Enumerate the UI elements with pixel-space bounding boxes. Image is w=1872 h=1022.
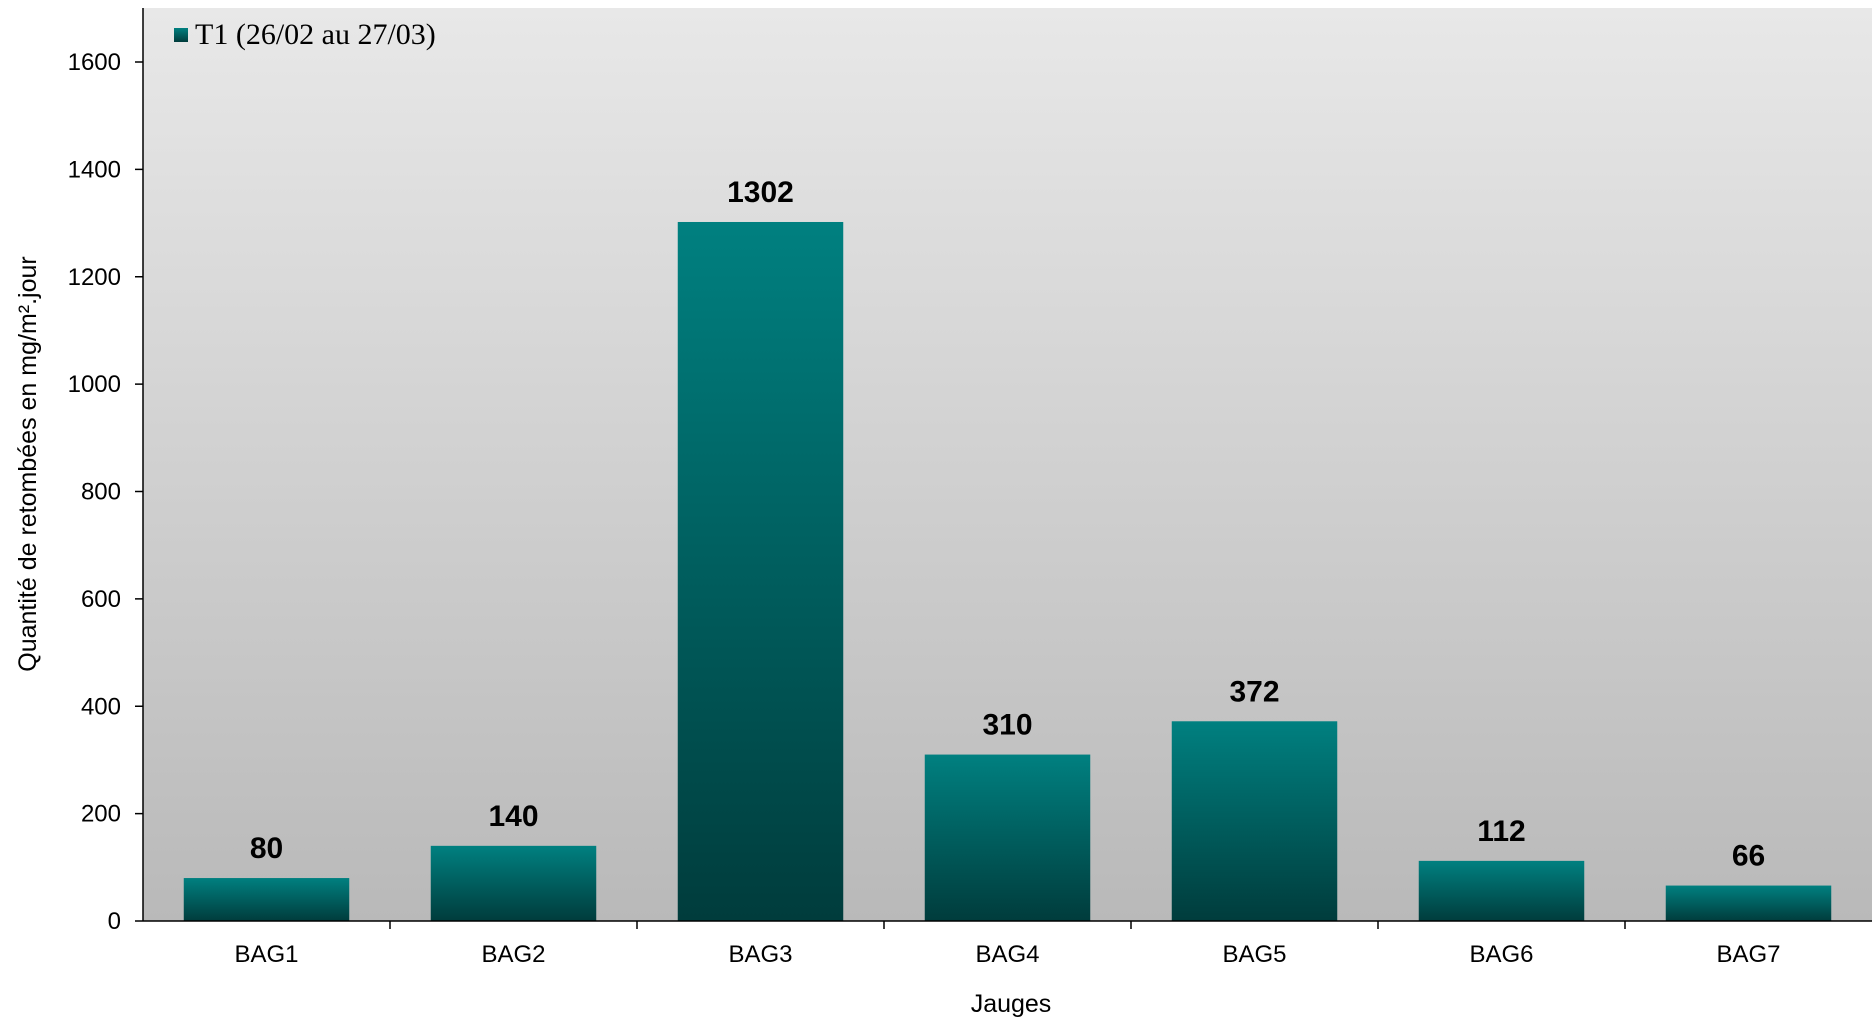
bar-bag2: [430, 845, 597, 921]
data-label-bag3: 1302: [727, 176, 794, 209]
data-label-bag4: 310: [982, 709, 1032, 742]
category-label-bag3: BAG3: [728, 941, 792, 968]
bar-bag1: [183, 878, 350, 921]
x-axis-ticks: [389, 921, 1626, 929]
y-tick-label: 1600: [68, 49, 121, 76]
data-labels: 80 140 1302 310 372 112 66: [250, 176, 1765, 873]
data-label-bag7: 66: [1732, 840, 1765, 873]
y-tick-label: 400: [81, 693, 121, 720]
y-tick-label: 1000: [68, 371, 121, 398]
data-label-bag2: 140: [488, 800, 538, 833]
data-label-bag5: 372: [1229, 675, 1279, 708]
bar-series: [183, 221, 1832, 921]
legend-label: T1 (26/02 au 27/03): [195, 18, 436, 51]
bar-bag7: [1665, 885, 1832, 921]
legend-swatch: [174, 28, 188, 42]
category-label-bag5: BAG5: [1222, 941, 1286, 968]
y-axis-ticks: 0 200 400 600 800 1000 1200 1400 1600: [68, 49, 143, 935]
category-label-bag2: BAG2: [481, 941, 545, 968]
y-axis-title: Quantité de retombées en mg/m².jour: [14, 256, 42, 671]
category-labels: BAG1 BAG2 BAG3 BAG4 BAG5 BAG6 BAG7: [234, 941, 1780, 968]
bar-bag5: [1171, 721, 1338, 921]
legend: T1 (26/02 au 27/03): [174, 18, 436, 51]
y-tick-label: 200: [81, 801, 121, 828]
y-tick-label: 1400: [68, 156, 121, 183]
data-label-bag1: 80: [250, 832, 283, 865]
category-label-bag6: BAG6: [1469, 941, 1533, 968]
bar-bag3: [677, 221, 844, 921]
bar-bag4: [924, 754, 1091, 921]
y-tick-label: 1200: [68, 264, 121, 291]
bar-bag6: [1418, 860, 1585, 921]
category-label-bag7: BAG7: [1716, 941, 1780, 968]
x-axis-title: Jauges: [971, 990, 1052, 1018]
data-label-bag6: 112: [1477, 815, 1525, 848]
y-tick-label: 0: [108, 908, 121, 935]
y-tick-label: 800: [81, 479, 121, 506]
category-label-bag4: BAG4: [975, 941, 1039, 968]
y-tick-label: 600: [81, 586, 121, 613]
category-label-bag1: BAG1: [234, 941, 298, 968]
